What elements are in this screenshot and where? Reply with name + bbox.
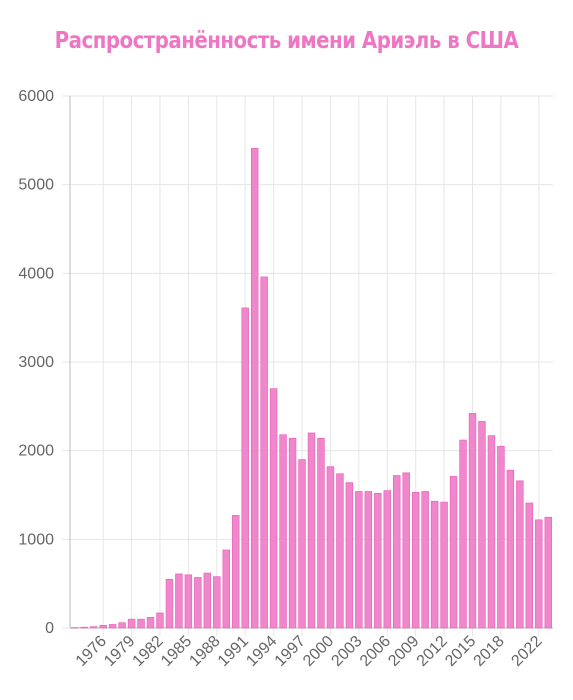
bar xyxy=(203,572,212,629)
bar xyxy=(497,445,505,629)
bar xyxy=(364,491,373,629)
bar xyxy=(250,148,259,629)
y-tick-labels: 0 1000 2000 3000 4000 5000 6000 xyxy=(18,88,54,637)
bar xyxy=(232,515,240,629)
x-tick-label: 1997 xyxy=(272,633,309,670)
bar xyxy=(175,573,183,629)
bar xyxy=(430,500,439,629)
bar xyxy=(535,519,543,629)
x-tick-label: 1991 xyxy=(215,633,252,670)
bar xyxy=(478,421,486,629)
x-tick-label: 1976 xyxy=(73,633,110,670)
bar xyxy=(241,307,249,629)
bar xyxy=(194,577,202,629)
x-tick-label: 1979 xyxy=(101,633,138,670)
bar xyxy=(222,549,230,629)
x-tick-label: 1982 xyxy=(130,633,167,670)
x-tick-label: 2022 xyxy=(508,633,545,670)
bar xyxy=(184,574,193,629)
y-tick-label: 1000 xyxy=(18,531,54,548)
bar xyxy=(127,618,136,629)
bar xyxy=(402,472,410,629)
bar xyxy=(383,490,391,629)
y-tick-label: 4000 xyxy=(18,265,54,282)
x-tick-label: 1988 xyxy=(186,633,223,670)
chart-title: Распространённость имени Ариэль в США xyxy=(54,28,519,54)
x-tick-label: 2006 xyxy=(357,633,394,670)
x-tick-label: 1994 xyxy=(243,633,280,670)
bar xyxy=(449,476,458,629)
bar xyxy=(440,501,448,629)
x-tick-label: 2000 xyxy=(300,633,337,670)
bar xyxy=(468,413,477,629)
y-tick-label: 2000 xyxy=(18,443,54,460)
bar xyxy=(118,622,126,629)
x-tick-label: 2018 xyxy=(471,633,508,670)
bar xyxy=(326,466,335,629)
bar xyxy=(89,626,98,629)
bar xyxy=(260,276,268,629)
bar xyxy=(146,617,155,629)
bar xyxy=(506,469,515,629)
x-tick-label: 2003 xyxy=(328,633,365,670)
bar xyxy=(71,627,79,629)
x-tick-labels: 1976197919821985198819911994199720002003… xyxy=(73,633,546,670)
x-tick-label: 2012 xyxy=(414,633,451,670)
y-tick-label: 5000 xyxy=(18,177,54,194)
bar xyxy=(336,473,344,629)
bar xyxy=(298,459,306,629)
y-tick-label: 6000 xyxy=(18,88,54,105)
bar xyxy=(544,516,552,629)
bar xyxy=(345,482,354,629)
bar xyxy=(99,625,107,629)
bar xyxy=(421,491,429,629)
bar xyxy=(355,491,363,629)
bar xyxy=(459,439,467,629)
bar xyxy=(269,388,278,629)
bar xyxy=(317,437,325,629)
bar xyxy=(80,626,88,629)
bar xyxy=(374,492,382,629)
y-tick-label: 3000 xyxy=(18,354,54,371)
bar xyxy=(279,434,287,629)
bar xyxy=(137,618,145,629)
bar xyxy=(156,612,164,629)
bar xyxy=(393,475,401,629)
bar xyxy=(487,435,496,629)
x-tick-label: 1985 xyxy=(158,633,195,670)
x-tick-label: 2009 xyxy=(385,633,422,670)
bar xyxy=(525,502,534,629)
x-tick-label: 2015 xyxy=(442,633,479,670)
y-tick-label: 0 xyxy=(45,620,54,637)
bar xyxy=(213,576,221,629)
bars xyxy=(71,148,552,629)
bar xyxy=(108,624,117,629)
bar xyxy=(411,492,420,629)
bar xyxy=(516,480,524,629)
bar xyxy=(307,432,316,629)
bar xyxy=(165,578,174,629)
bar xyxy=(288,437,297,629)
